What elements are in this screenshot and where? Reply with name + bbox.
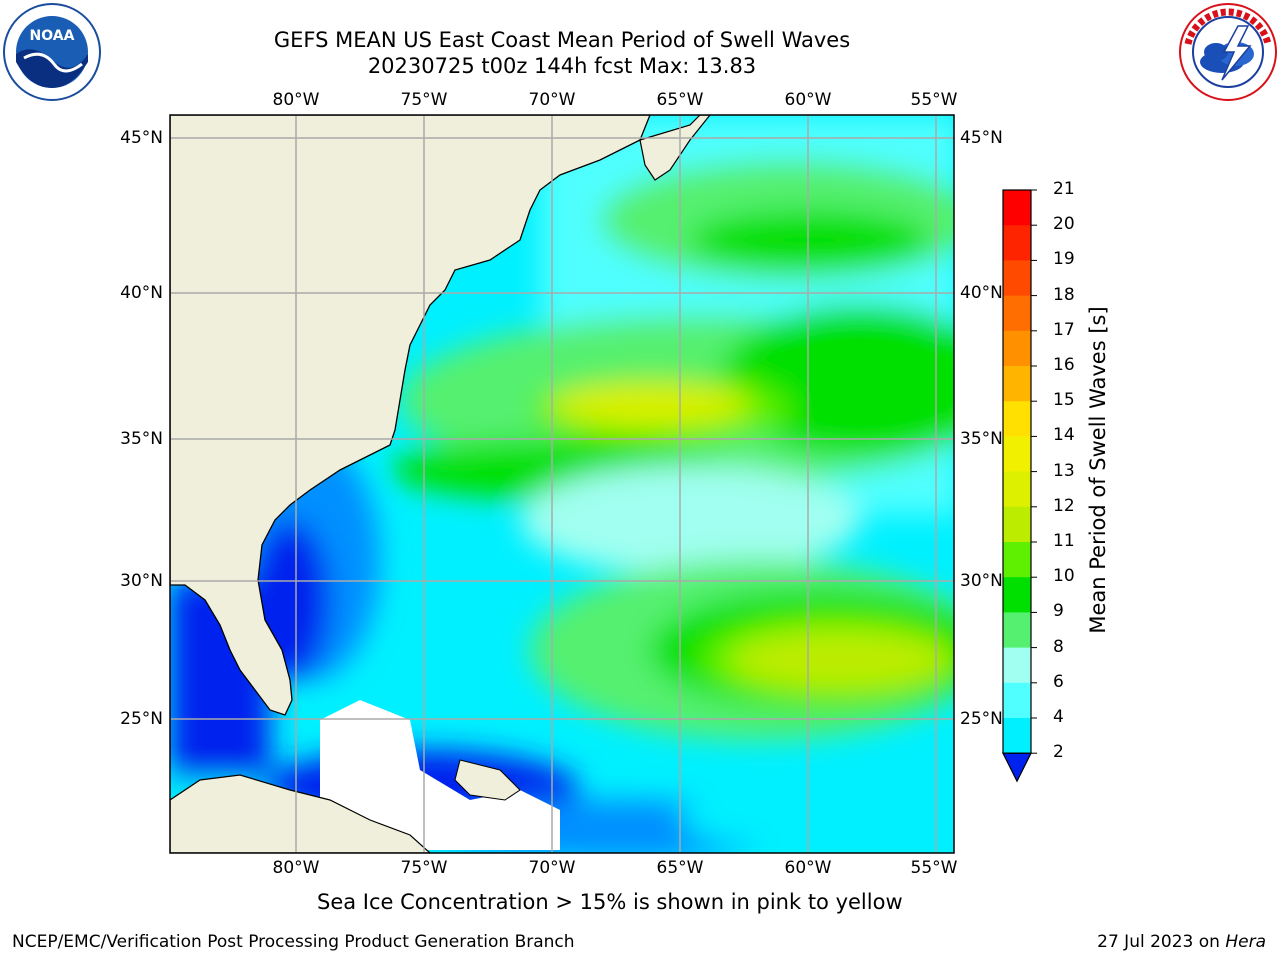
lon-tick-top: 80°W <box>272 90 320 110</box>
lon-tick-bottom: 75°W <box>400 858 448 878</box>
footer-host: Hera <box>1225 932 1266 952</box>
lat-tick-left: 35°N <box>120 429 163 449</box>
colorbar-label: 2 <box>1053 742 1064 763</box>
lat-tick-left: 30°N <box>120 571 163 591</box>
colorbar-label: 12 <box>1053 495 1075 516</box>
svg-text:NOAA: NOAA <box>30 28 75 44</box>
colorbar-segment <box>1003 612 1031 649</box>
map-frame <box>169 114 955 854</box>
colorbar-label: 9 <box>1053 601 1064 622</box>
colorbar-label: 16 <box>1053 355 1075 375</box>
lon-tick-top: 75°W <box>400 90 448 110</box>
colorbar-label: 21 <box>1053 179 1075 199</box>
land-north-america <box>170 115 651 716</box>
colorbar-label: 19 <box>1053 249 1075 270</box>
lat-tick-left: 40°N <box>120 283 163 303</box>
colorbar-segment <box>1003 506 1031 543</box>
colorbar <box>1002 189 1037 783</box>
colorbar-segment <box>1003 471 1031 508</box>
lat-tick-right: 40°N <box>960 283 1003 303</box>
lon-tick-top: 70°W <box>528 90 576 110</box>
colorbar-segment <box>1003 718 1031 754</box>
lon-tick-bottom: 65°W <box>656 858 704 878</box>
colorbar-label: 10 <box>1053 566 1075 587</box>
nws-logo <box>1179 3 1277 101</box>
chart-subtitle: 20230725 t00z 144h fcst Max: 13.83 <box>367 54 757 78</box>
lon-tick-bottom: 70°W <box>528 858 576 878</box>
colorbar-label: 8 <box>1053 636 1064 657</box>
colorbar-label: 14 <box>1053 425 1075 446</box>
colorbar-segment <box>1003 401 1031 437</box>
colorbar-label: 13 <box>1053 460 1075 481</box>
bahamas-gap <box>320 700 560 850</box>
lon-tick-bottom: 55°W <box>910 858 958 878</box>
colorbar-segment <box>1003 190 1031 226</box>
footer-credit: NCEP/EMC/Verification Post Processing Pr… <box>12 932 575 952</box>
lon-tick-bottom: 60°W <box>784 858 832 878</box>
colorbar-segment <box>1003 225 1031 261</box>
land-cuba <box>170 774 431 853</box>
lon-tick-top: 55°W <box>910 90 958 110</box>
lat-tick-right: 35°N <box>960 429 1003 449</box>
lon-tick-top: 60°W <box>784 90 832 110</box>
colorbar-label: 17 <box>1053 319 1075 340</box>
colorbar-title: Mean Period of Swell Waves [s] <box>1086 306 1110 634</box>
colorbar-segment <box>1003 647 1031 684</box>
noaa-logo: NOAA <box>3 3 101 101</box>
map-field <box>170 115 954 853</box>
lat-tick-right: 25°N <box>960 709 1003 729</box>
colorbar-segment <box>1003 577 1031 613</box>
footer-date: 27 Jul 2023 on Hera <box>1097 932 1266 952</box>
colorbar-segment <box>1003 366 1031 402</box>
colorbar-label: 6 <box>1053 671 1064 692</box>
colorbar-segment <box>1003 295 1031 332</box>
lat-tick-left: 25°N <box>120 709 163 729</box>
lon-tick-top: 65°W <box>656 90 704 110</box>
lat-tick-right: 30°N <box>960 571 1003 591</box>
lat-tick-right: 45°N <box>960 128 1003 148</box>
footer-date-text: 27 Jul 2023 on <box>1097 932 1226 952</box>
colorbar-label: 15 <box>1053 390 1075 411</box>
sea-ice-note: Sea Ice Concentration > 15% is shown in … <box>317 890 903 914</box>
colorbar-label: 20 <box>1053 214 1075 235</box>
colorbar-label: 18 <box>1053 284 1075 305</box>
lon-tick-bottom: 80°W <box>272 858 320 878</box>
colorbar-under-arrow <box>1002 752 1032 783</box>
colorbar-segment <box>1003 330 1031 367</box>
colorbar-segment <box>1003 682 1031 719</box>
colorbar-label: 4 <box>1053 707 1064 727</box>
colorbar-label: 11 <box>1053 531 1075 551</box>
colorbar-segment <box>1003 542 1031 578</box>
chart-title: GEFS MEAN US East Coast Mean Period of S… <box>273 28 851 52</box>
colorbar-segment <box>1003 260 1031 297</box>
colorbar-segment <box>1003 436 1031 473</box>
graticule <box>170 115 954 853</box>
lat-tick-left: 45°N <box>120 128 163 148</box>
